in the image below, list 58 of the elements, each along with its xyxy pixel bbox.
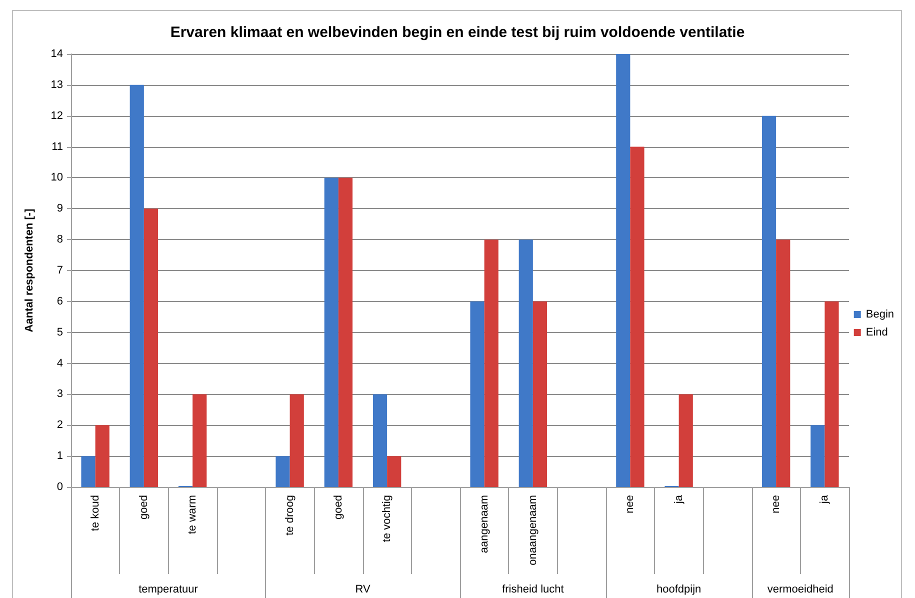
bar — [95, 425, 110, 487]
y-tick-label: 6 — [56, 295, 63, 308]
bar — [192, 394, 207, 487]
x-tick-label: te warm — [186, 495, 199, 534]
legend-label: Begin — [866, 308, 894, 320]
y-tick-label: 14 — [50, 48, 63, 60]
y-tick-label: 5 — [56, 326, 63, 338]
x-tick-label: ja — [818, 494, 831, 505]
y-tick-label: 4 — [56, 357, 63, 370]
chart-title: Ervaren klimaat en welbevinden begin en einde test bij ruim voldoende ventilatie — [170, 24, 745, 41]
bar — [338, 178, 353, 487]
text: frisheid lucht — [502, 584, 564, 596]
x-tick-label: ja — [672, 494, 685, 505]
bar — [324, 178, 338, 487]
y-tick-label: 11 — [52, 140, 63, 153]
bar — [470, 301, 484, 487]
bar — [290, 394, 304, 487]
y-tick-label: 0 — [56, 481, 63, 493]
bar — [810, 425, 825, 487]
x-tick-label: nee — [624, 495, 636, 514]
text: hoofdpijn — [656, 584, 702, 596]
x-tick-label: nee — [770, 495, 782, 514]
x-tick-label: te vochtig — [381, 495, 394, 542]
y-axis-title: Aantal respondenten [-] — [24, 208, 36, 332]
text: temperatuur — [138, 584, 198, 596]
bar — [484, 240, 498, 487]
bar — [372, 394, 388, 487]
y-tick-label: 13 — [50, 78, 63, 91]
y-tick-label: 10 — [50, 172, 63, 184]
y-tick-label: 8 — [56, 234, 63, 246]
y-tick-label: 2 — [56, 419, 63, 432]
legend-label: Eind — [866, 326, 888, 338]
bar — [387, 456, 402, 487]
y-tick-label: 1 — [56, 450, 63, 462]
bar — [532, 301, 548, 487]
x-tick-label: aangenaam — [478, 495, 490, 554]
y-tick-label: 9 — [56, 202, 63, 215]
x-tick-label: goed — [138, 495, 150, 520]
bar — [616, 54, 630, 487]
x-tick-label: te koud — [89, 495, 102, 532]
bar — [144, 208, 158, 487]
bar — [518, 240, 533, 487]
x-tick-label: goed — [332, 495, 344, 520]
bar — [630, 146, 644, 487]
bar — [130, 84, 144, 487]
text: vermoeidheid — [767, 584, 834, 596]
bar — [762, 116, 776, 487]
bar — [824, 301, 839, 487]
x-tick-label: onaangenaam — [526, 495, 539, 566]
x-tick-label: te droog — [284, 495, 296, 536]
bar — [81, 456, 96, 487]
y-tick-label: 12 — [50, 110, 63, 122]
y-tick-label: 3 — [56, 388, 63, 400]
bar — [776, 240, 790, 487]
bar — [276, 456, 290, 487]
bar — [678, 394, 693, 487]
y-tick-label: 7 — [56, 264, 63, 276]
text: RV — [355, 584, 371, 596]
